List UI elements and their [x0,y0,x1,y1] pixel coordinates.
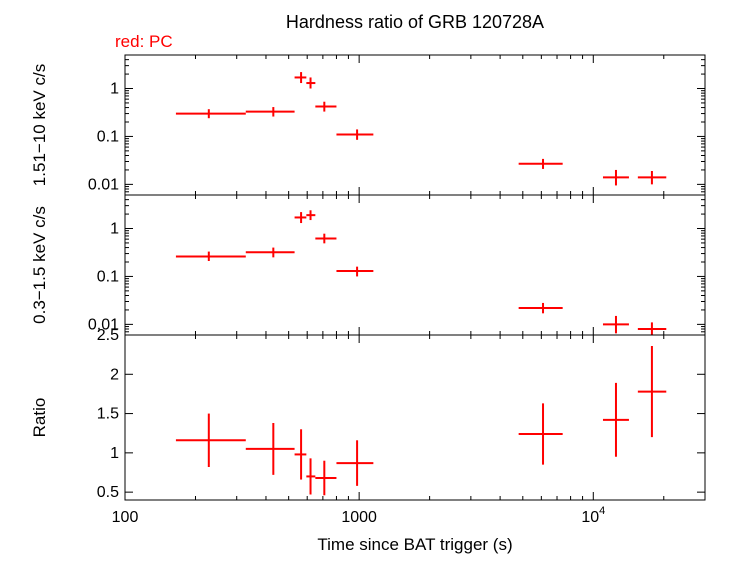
y-tick-label: 0.01 [88,176,119,193]
y-axis-label: 1.51−10 keV c/s [30,64,49,186]
panel-frame [125,195,705,335]
x-axis-label: Time since BAT trigger (s) [317,535,512,554]
chart-title: Hardness ratio of GRB 120728A [286,12,544,32]
y-tick-label: 0.5 [97,484,119,501]
y-tick-label: 0.1 [97,128,119,145]
y-tick-label: 1 [110,221,119,238]
data-series [176,72,666,185]
y-tick-label: 1 [110,81,119,98]
y-tick-label: 1 [110,445,119,462]
chart-svg: Hardness ratio of GRB 120728A red: PC Time… [0,0,742,566]
data-series [176,210,666,337]
y-tick-label: 0.1 [97,268,119,285]
data-series [176,346,666,495]
x-tick-label: 104 [581,505,605,526]
y-axis-label: 0.3−1.5 keV c/s [30,206,49,324]
y-tick-label: 2 [110,366,119,383]
y-tick-label: 2.5 [97,327,119,344]
x-tick-label: 1000 [341,509,377,526]
panel-frame [125,335,705,500]
legend-pc: red: PC [115,32,173,51]
y-tick-label: 1.5 [97,406,119,423]
panel-frame [125,55,705,195]
x-tick-label: 100 [112,509,139,526]
chart-container: Hardness ratio of GRB 120728A red: PC Time… [0,0,742,566]
y-axis-label: Ratio [30,398,49,438]
